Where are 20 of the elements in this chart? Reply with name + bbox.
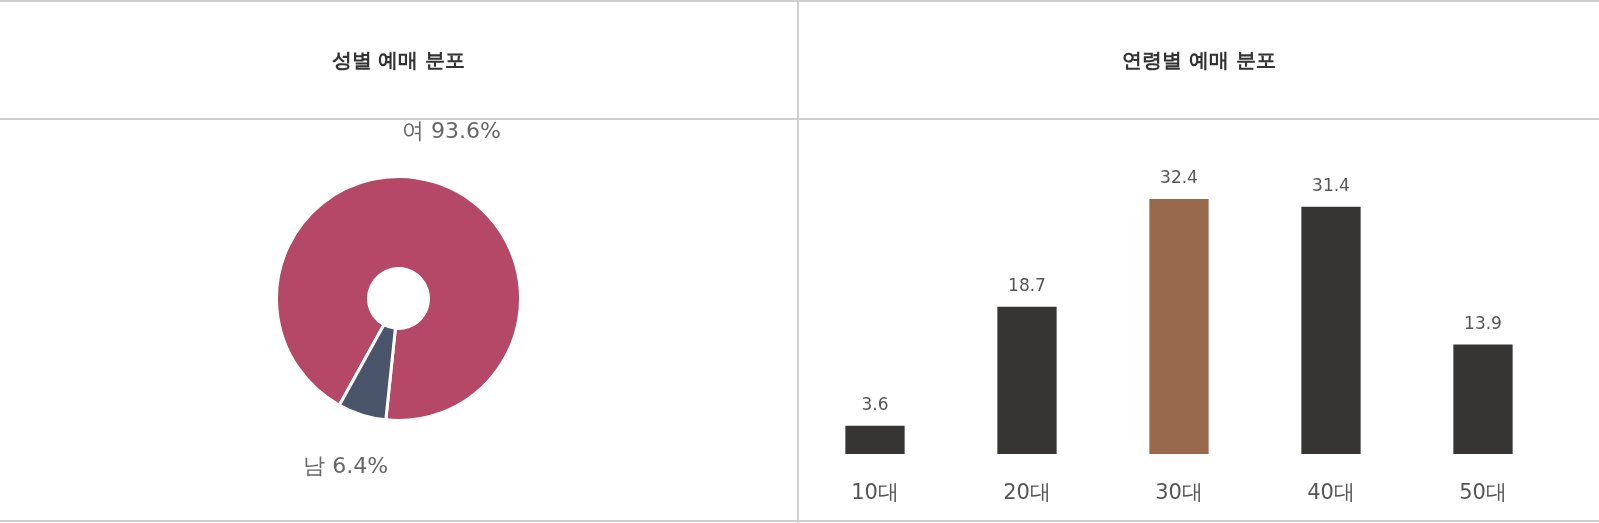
slice-label: 남 6.4%: [303, 453, 389, 479]
bar: [1301, 206, 1361, 454]
data-label: 13.9: [1464, 312, 1502, 333]
bar: [845, 425, 905, 454]
x-tick-label: 10대: [851, 479, 899, 504]
x-tick-label: 50대: [1459, 479, 1507, 504]
data-label: 32.4: [1160, 167, 1198, 187]
data-label: 31.4: [1312, 174, 1350, 195]
donut-slice: [275, 175, 522, 422]
bar: [1149, 199, 1209, 454]
slice-label: 여 93.6%: [401, 117, 501, 143]
x-tick-label: 40대: [1307, 479, 1355, 504]
x-tick-label: 30대: [1155, 479, 1203, 504]
bar: [997, 306, 1057, 454]
chart-title: 성별 예매 분포: [330, 46, 467, 74]
data-label: 18.7: [1008, 274, 1046, 295]
data-label: 3.6: [861, 393, 889, 414]
x-tick-label: 20대: [1003, 479, 1051, 504]
bar: [1453, 344, 1513, 454]
chart-title: 연령별 예매 분포: [1121, 46, 1277, 74]
